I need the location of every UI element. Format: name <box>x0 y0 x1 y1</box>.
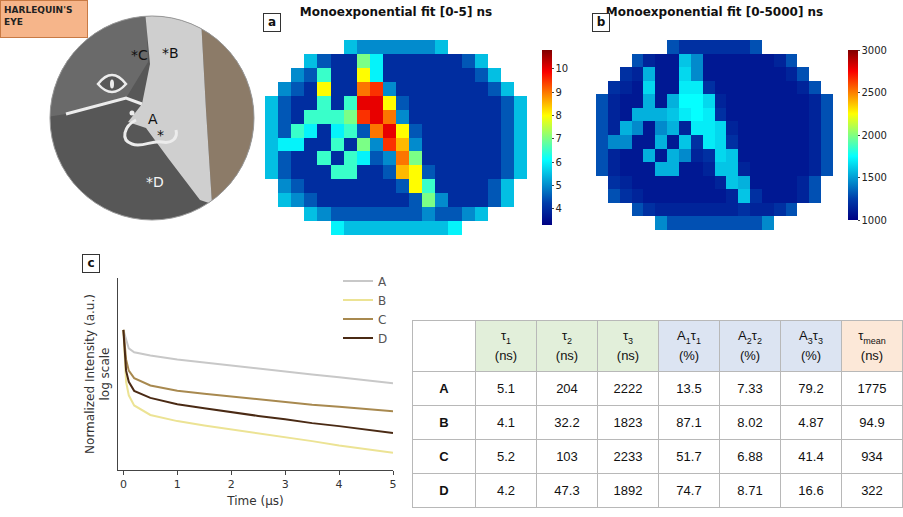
svg-text:Normalized Intensity (a.u.)log: Normalized Intensity (a.u.)log scale <box>83 294 113 454</box>
svg-text:C: C <box>378 313 386 327</box>
html-text:2222: 2222 <box>613 381 643 396</box>
svg-text:2: 2 <box>228 478 235 491</box>
html-text:322: 322 <box>861 483 883 498</box>
html-text:A: A <box>439 381 449 396</box>
svg-text:5: 5 <box>390 478 397 491</box>
svg-text:4: 4 <box>336 478 343 491</box>
svg-text:2000: 2000 <box>862 130 887 141</box>
html-text:τ2: τ2 <box>561 327 573 346</box>
html-text:1892: 1892 <box>613 483 643 498</box>
html-text:79.2: 79.2 <box>798 381 824 396</box>
svg-text:Monoexponential fit [0-5] ns: Monoexponential fit [0-5] ns <box>300 5 492 19</box>
svg-text:*C: *C <box>131 47 148 63</box>
html-text:c: c <box>87 256 95 270</box>
html-text:(ns): (ns) <box>494 348 518 364</box>
svg-text:B: B <box>378 294 386 308</box>
html-text:A2τ2: A2τ2 <box>738 327 762 346</box>
html-text:8.02: 8.02 <box>737 415 763 430</box>
svg-text:A: A <box>148 111 158 127</box>
html-text:1823: 1823 <box>613 415 643 430</box>
svg-text:7: 7 <box>556 133 562 144</box>
svg-text:Time (µs): Time (µs) <box>226 494 283 508</box>
html-text:5.1: 5.1 <box>497 381 515 396</box>
html-text:5.2: 5.2 <box>497 449 515 464</box>
svg-text:10: 10 <box>556 63 569 74</box>
html-text:41.4: 41.4 <box>798 449 824 464</box>
html-text:A3τ3: A3τ3 <box>799 327 823 346</box>
html-text:4.2: 4.2 <box>497 483 515 498</box>
html-text:103: 103 <box>556 449 578 464</box>
svg-text:0: 0 <box>120 478 127 491</box>
svg-text:2500: 2500 <box>862 87 887 98</box>
html-text:4.87: 4.87 <box>798 415 824 430</box>
html-text:13.5: 13.5 <box>676 381 702 396</box>
svg-text:*D: *D <box>146 174 164 190</box>
html-text:τmean: τmean <box>858 327 886 346</box>
html-text:16.6: 16.6 <box>798 483 824 498</box>
svg-text:5: 5 <box>556 180 562 191</box>
html-text:204: 204 <box>556 381 578 396</box>
html-text:51.7: 51.7 <box>676 449 702 464</box>
svg-text:4: 4 <box>556 203 562 214</box>
svg-text:8: 8 <box>556 110 562 121</box>
html-text:94.9: 94.9 <box>859 415 885 430</box>
svg-text:Monoexponential fit [0-5000] n: Monoexponential fit [0-5000] ns <box>606 5 824 19</box>
svg-text:D: D <box>378 332 387 346</box>
html-text:τ3: τ3 <box>622 327 634 346</box>
svg-text:6: 6 <box>556 157 562 168</box>
html-text:B: B <box>439 415 449 430</box>
svg-text:1: 1 <box>174 478 181 491</box>
html-text:934: 934 <box>861 449 883 464</box>
svg-text:*B: *B <box>162 45 179 61</box>
svg-text:9: 9 <box>556 87 562 98</box>
html-text:a: a <box>267 15 276 29</box>
html-text:τ1: τ1 <box>500 327 512 346</box>
svg-text:1000: 1000 <box>862 215 887 226</box>
html-text:7.33: 7.33 <box>737 381 763 396</box>
html-text:87.1: 87.1 <box>676 415 702 430</box>
svg-text:A: A <box>378 275 387 289</box>
html-text:4.1: 4.1 <box>497 415 515 430</box>
html-text:D: D <box>439 483 449 498</box>
svg-text:1500: 1500 <box>862 172 887 183</box>
svg-text:*: * <box>157 127 164 143</box>
html-text:8.71: 8.71 <box>737 483 763 498</box>
html-text:1775: 1775 <box>857 381 887 396</box>
html-text:(ns): (ns) <box>860 348 884 364</box>
svg-text:3000: 3000 <box>862 45 887 56</box>
html-text:A1τ1: A1τ1 <box>677 327 701 346</box>
html-text:32.2: 32.2 <box>554 415 580 430</box>
html-text:b: b <box>596 15 606 29</box>
html-text:6.88: 6.88 <box>737 449 763 464</box>
html-text:HARLEQUIN'S EYE: HARLEQUIN'S EYE <box>4 5 73 27</box>
html-text:(ns): (ns) <box>555 348 579 364</box>
svg-text:3: 3 <box>282 478 289 491</box>
html-text:47.3: 47.3 <box>554 483 580 498</box>
html-text:2233: 2233 <box>613 449 643 464</box>
html-text:(ns): (ns) <box>616 348 640 364</box>
html-text:C: C <box>439 449 449 464</box>
html-text:74.7: 74.7 <box>676 483 702 498</box>
